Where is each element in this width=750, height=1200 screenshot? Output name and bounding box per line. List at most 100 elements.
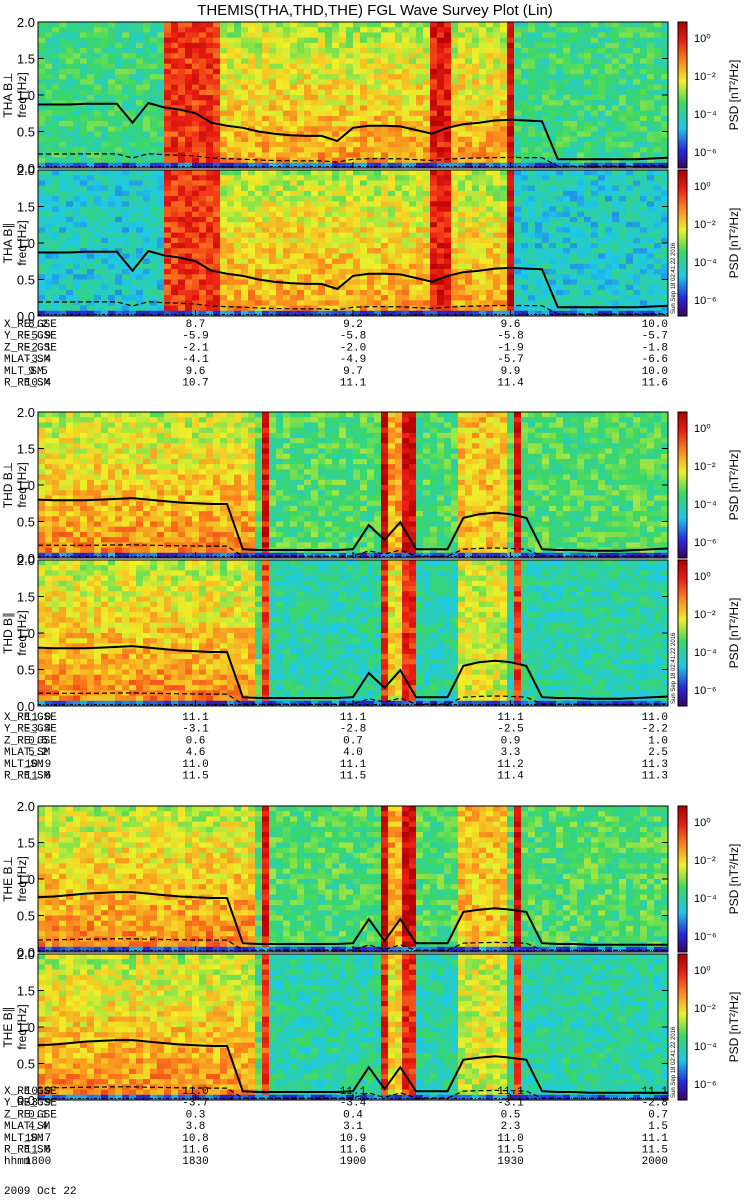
spectrogram-cell (80, 63, 88, 70)
spectrogram-cell (451, 131, 459, 138)
spectrogram-cell (290, 227, 298, 233)
spectrogram-cell (269, 295, 277, 301)
spectrogram-cell (472, 89, 480, 96)
spectrogram-cell (227, 274, 235, 280)
spectrogram-cell (262, 68, 270, 75)
spectrogram-cell (248, 79, 256, 85)
spectrogram-cell (171, 42, 179, 49)
spectrogram-cell (115, 232, 123, 239)
spectrogram-cell (360, 310, 368, 317)
spectrogram-cell (178, 126, 186, 132)
spectrogram-cell (38, 295, 46, 301)
spectrogram-cell (269, 263, 277, 270)
spectrogram-cell (94, 89, 102, 96)
spectrogram-cell (269, 48, 277, 54)
spectrogram-cell (633, 68, 641, 75)
spectrogram-cell (255, 310, 263, 317)
spectrogram-cell (73, 284, 81, 291)
spectrogram-cell (640, 22, 648, 28)
spectrogram-cell (570, 201, 578, 207)
spectrogram-cell (332, 196, 340, 202)
spectrogram-cell (94, 48, 102, 54)
spectrogram-cell (542, 89, 550, 96)
spectrogram-cell (451, 305, 459, 312)
spectrogram-cell (528, 279, 536, 286)
spectrogram-cell (185, 222, 193, 228)
spectrogram-cell (73, 196, 81, 202)
spectrogram-cell (360, 300, 368, 306)
spectrogram-cell (150, 175, 158, 181)
spectrogram-cell (619, 147, 627, 153)
spectrogram-cell (346, 180, 354, 187)
spectrogram-cell (577, 42, 585, 49)
spectrogram-cell (94, 196, 102, 202)
spectrogram-cell (38, 79, 46, 85)
spectrogram-cell (150, 42, 158, 49)
spectrogram-cell (640, 63, 648, 70)
spectrogram-cell (339, 232, 347, 239)
spectrogram-cell (423, 185, 431, 192)
spectrogram-cell (458, 222, 466, 228)
spectrogram-cell (143, 180, 151, 187)
spectrogram-cell (437, 185, 445, 192)
spectrogram-cell (416, 300, 424, 306)
spectrogram-cell (542, 63, 550, 70)
spectrogram-cell (311, 258, 319, 265)
spectrogram-cell (304, 263, 312, 270)
spectrogram-cell (178, 263, 186, 270)
spectrogram-cell (164, 243, 172, 249)
spectrogram-cell (521, 157, 529, 164)
spectrogram-cell (52, 27, 60, 33)
spectrogram-cell (437, 289, 445, 296)
spectrogram-cell (66, 190, 74, 197)
spectrogram-cell (164, 310, 172, 317)
spectrogram-cell (311, 53, 319, 59)
spectrogram-cell (402, 227, 410, 233)
spectrogram-cell (402, 147, 410, 153)
spectrogram-cell (136, 269, 144, 275)
spectrogram-cell (339, 84, 347, 91)
spectrogram-cell (290, 201, 298, 207)
spectrogram-cell (458, 22, 466, 28)
spectrogram-cell (304, 190, 312, 197)
spectrogram-cell (549, 105, 557, 112)
spectrogram-cell (143, 95, 151, 101)
spectrogram-cell (598, 58, 606, 65)
spectrogram-cell (563, 269, 571, 275)
spectrogram-cell (619, 84, 627, 91)
spectrogram-cell (486, 279, 494, 286)
spectrogram-cell (52, 48, 60, 54)
spectrogram-cell (514, 170, 522, 176)
spectrogram-cell (374, 310, 382, 317)
spectrogram-cell (535, 232, 543, 239)
spectrogram-cell (479, 310, 487, 317)
spectrogram-cell (339, 121, 347, 127)
spectrogram-cell (528, 185, 536, 192)
spectrogram-cell (374, 258, 382, 265)
spectrogram-cell (297, 196, 305, 202)
spectrogram-cell (108, 227, 116, 233)
spectrogram-cell (297, 22, 305, 28)
spectrogram-cell (164, 295, 172, 301)
spectrogram-cell (80, 37, 88, 44)
spectrogram-cell (129, 152, 137, 158)
spectrogram-cell (332, 42, 340, 49)
spectrogram-cell (626, 63, 634, 70)
spectrogram-cell (227, 222, 235, 228)
spectrogram-cell (325, 37, 333, 44)
spectrogram-cell (45, 84, 53, 91)
spectrogram-cell (332, 289, 340, 296)
spectrogram-cell (164, 222, 172, 228)
spectrogram-cell (150, 68, 158, 75)
colorbar-step (678, 90, 687, 94)
spectrogram-cell (388, 110, 396, 117)
spectrogram-cell (633, 105, 641, 112)
spectrogram-cell (297, 126, 305, 132)
spectrogram-cell (535, 110, 543, 117)
spectrogram-cell (584, 279, 592, 286)
spectrogram-cell (325, 22, 333, 28)
spectrogram-cell (318, 105, 326, 112)
spectrogram-cell (192, 211, 200, 218)
spectrogram-cell (374, 136, 382, 143)
spectrogram-cell (402, 170, 410, 176)
